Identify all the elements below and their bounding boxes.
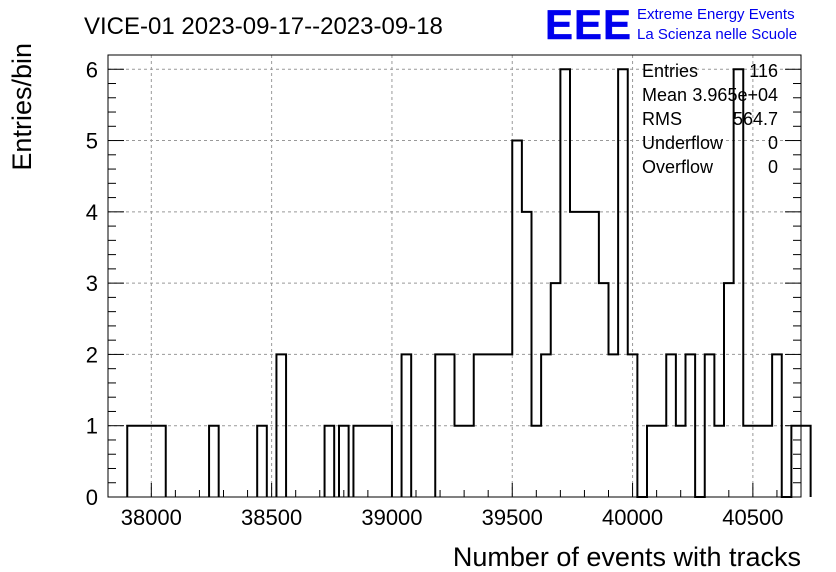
stats-label: Underflow (642, 133, 724, 153)
x-tick-label: 40500 (722, 505, 783, 530)
y-tick-label: 6 (86, 57, 98, 82)
stats-value: 0 (768, 133, 778, 153)
y-tick-label: 2 (86, 342, 98, 367)
x-tick-label: 38500 (241, 505, 302, 530)
grid (108, 55, 801, 498)
stats-label: RMS (642, 109, 682, 129)
eee-logo-mark: EEE (545, 1, 632, 48)
logo-line-1: Extreme Energy Events (637, 6, 795, 23)
y-tick-label: 3 (86, 271, 98, 296)
x-tick-label: 39000 (361, 505, 422, 530)
stats-value: 3.965e+04 (692, 85, 778, 105)
y-tick-label: 1 (86, 414, 98, 439)
stats-value: 0 (768, 157, 778, 177)
stats-label: Mean (642, 85, 687, 105)
x-tick-label: 39500 (482, 505, 543, 530)
stats-value: 116 (749, 61, 778, 81)
stats-label: Overflow (642, 157, 714, 177)
x-axis-label: Number of events with tracks (453, 542, 801, 572)
x-tick-label: 40000 (602, 505, 663, 530)
chart-title: VICE-01 2023-09-17--2023-09-18 (84, 13, 443, 40)
stats-box: Entries 116 Mean 3.965e+04 RMS 564.7 Underflow… (642, 61, 778, 177)
y-tick-label: 4 (86, 200, 98, 225)
y-tick-label: 5 (86, 129, 98, 154)
stats-label: Entries (642, 61, 698, 81)
x-tick-label: 38000 (121, 505, 182, 530)
histogram-series (126, 68, 812, 498)
plot-frame (107, 54, 802, 498)
y-axis-label: Entries/bin (7, 43, 37, 171)
eee-logo: EEE Extreme Energy Events La Scienza nel… (545, 1, 797, 49)
axis-ticks: 38000 38500 39000 39500 40000 40500 0 1 2 3 4 5 6 (86, 54, 802, 530)
logo-line-2: La Scienza nelle Scuole (637, 26, 797, 43)
stats-value: 564.7 (733, 109, 778, 129)
y-tick-label: 0 (86, 485, 98, 510)
